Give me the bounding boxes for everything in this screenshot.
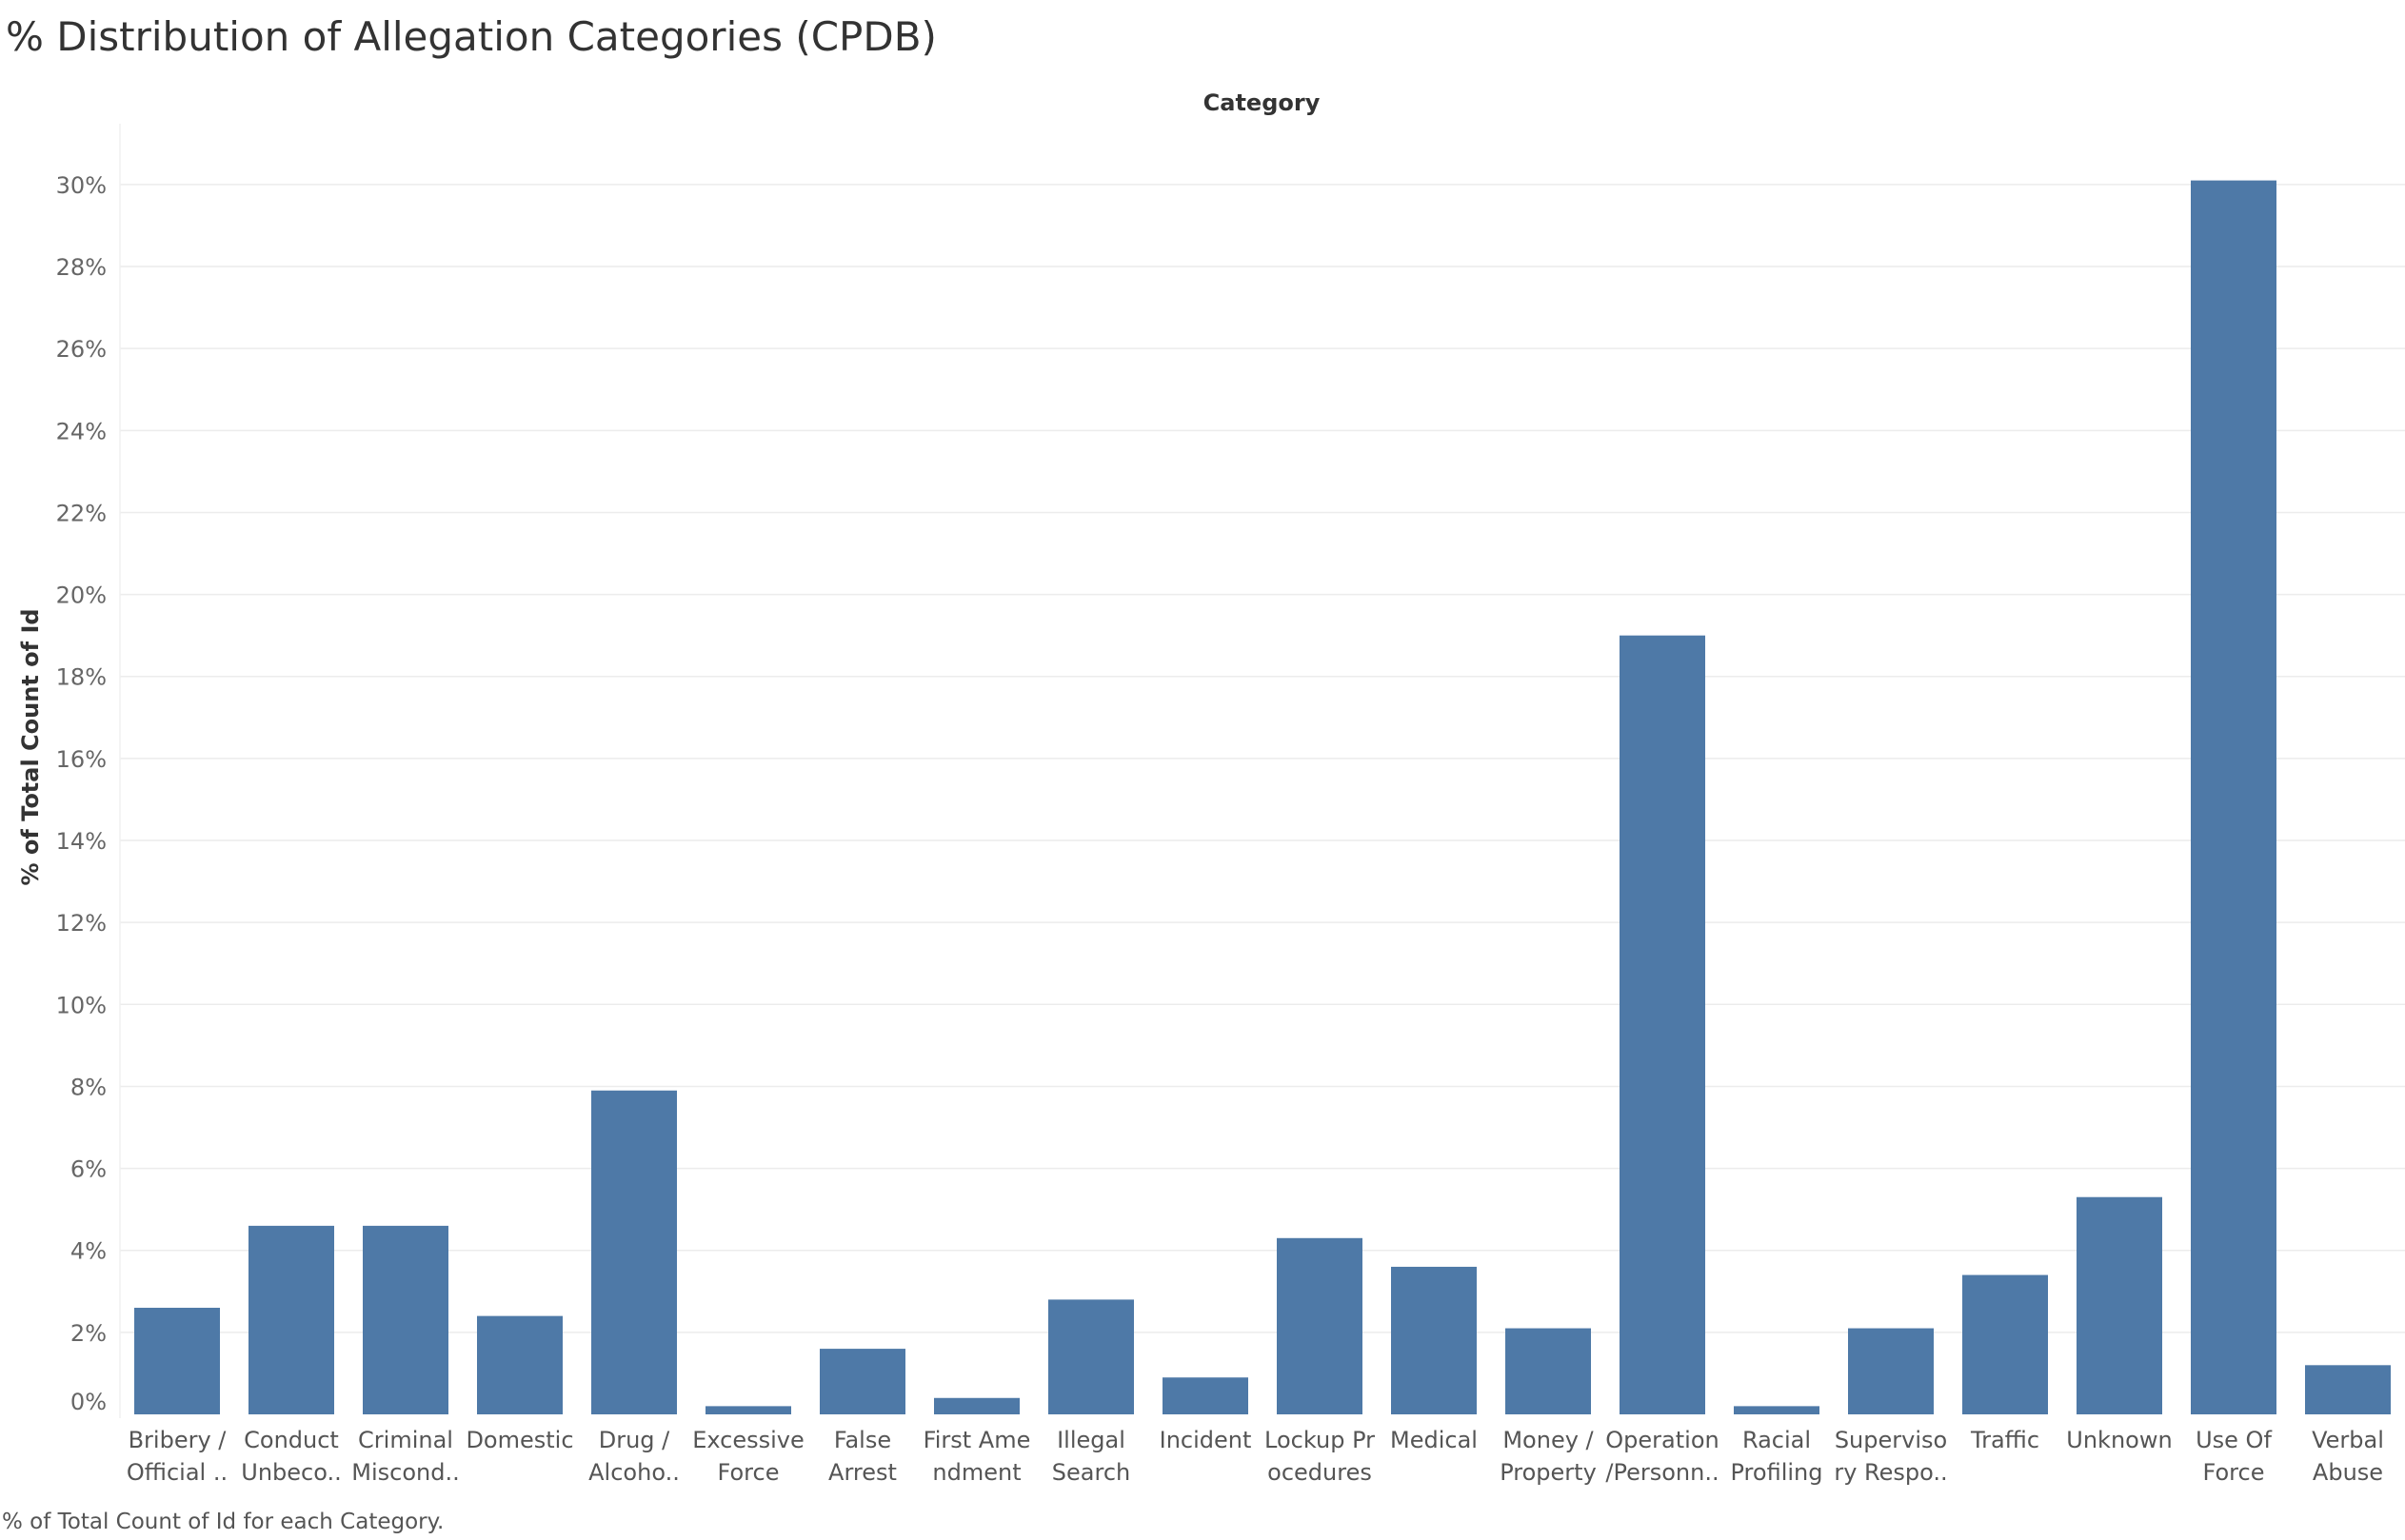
category-label: Incident <box>1160 1427 1252 1453</box>
bar[interactable] <box>1734 1406 1819 1414</box>
y-tick-label: 14% <box>56 828 107 855</box>
category-label: Bribery / <box>129 1427 228 1453</box>
y-tick-label: 26% <box>56 336 107 363</box>
category-label: Operation <box>1605 1427 1719 1453</box>
y-tick-label: 22% <box>56 500 107 526</box>
y-axis-title: % of Total Count of Id <box>17 608 44 885</box>
bar[interactable] <box>477 1315 563 1414</box>
category-label: Use Of <box>2196 1427 2272 1453</box>
category-label: ry Respo.. <box>1834 1459 1947 1486</box>
y-axis-ticks: 0% 2% 4% 6% 8% 10% 12% 14% 16% 18% 20% 22% 24% 26% 28%… <box>56 172 107 1415</box>
category-label: Superviso <box>1835 1427 1947 1453</box>
category-label: Unknown <box>2066 1427 2172 1453</box>
bar[interactable] <box>2191 180 2276 1414</box>
y-tick-label: 12% <box>56 910 107 937</box>
category-label: Racial <box>1742 1427 1811 1453</box>
category-label: False <box>834 1427 891 1453</box>
column-header: Category <box>1203 89 1321 116</box>
category-label: Medical <box>1390 1427 1478 1453</box>
category-label: Illegal <box>1057 1427 1125 1453</box>
bar[interactable] <box>2077 1196 2162 1414</box>
y-tick-label: 30% <box>56 172 107 199</box>
y-tick-label: 24% <box>56 418 107 444</box>
bar[interactable] <box>1163 1377 1248 1414</box>
category-label: Alcoho.. <box>588 1459 680 1486</box>
chart-title: % Distribution of Allegation Categories … <box>6 13 937 60</box>
bar[interactable] <box>706 1406 791 1414</box>
category-label: Force <box>718 1459 780 1486</box>
bar[interactable] <box>934 1397 1020 1414</box>
category-label: Domestic <box>466 1427 573 1453</box>
category-label: Force <box>2203 1459 2265 1486</box>
category-label: Lockup Pr <box>1264 1427 1375 1453</box>
category-label: Property <box>1500 1459 1597 1486</box>
bar[interactable] <box>591 1090 677 1414</box>
bar[interactable] <box>820 1349 905 1414</box>
category-label: Miscond.. <box>351 1459 459 1486</box>
category-label: Abuse <box>2313 1459 2383 1486</box>
bar[interactable] <box>134 1308 220 1414</box>
bar[interactable] <box>363 1225 448 1414</box>
y-tick-label: 28% <box>56 254 107 281</box>
category-label: Traffic <box>1970 1427 2039 1453</box>
bar[interactable] <box>1848 1328 1934 1414</box>
category-label: Official .. <box>127 1459 228 1486</box>
bar[interactable] <box>2305 1365 2391 1414</box>
category-label: /Personn.. <box>1605 1459 1719 1486</box>
category-label: Verbal <box>2312 1427 2384 1453</box>
y-tick-label: 10% <box>56 992 107 1018</box>
category-label: ndment <box>932 1459 1021 1486</box>
bar[interactable] <box>1391 1266 1477 1414</box>
bars <box>134 180 2391 1414</box>
bar[interactable] <box>1620 635 1705 1414</box>
bar[interactable] <box>1048 1299 1134 1414</box>
category-label: Conduct <box>244 1427 339 1453</box>
category-label: ocedures <box>1267 1459 1372 1486</box>
y-tick-label: 6% <box>70 1156 107 1183</box>
y-tick-label: 4% <box>70 1238 107 1265</box>
category-label: Criminal <box>358 1427 453 1453</box>
chart-caption: % of Total Count of Id for each Category… <box>2 1510 445 1534</box>
category-label: Arrest <box>828 1459 897 1486</box>
x-axis-categories: Bribery / Official .. Conduct Unbeco.. Crimi… <box>127 1427 2384 1486</box>
category-label: Search <box>1052 1459 1130 1486</box>
category-label: Unbeco.. <box>241 1459 342 1486</box>
y-tick-label: 8% <box>70 1074 107 1100</box>
y-tick-label: 16% <box>56 746 107 773</box>
category-label: Money / <box>1502 1427 1594 1453</box>
bar[interactable] <box>1505 1328 1591 1414</box>
bar[interactable] <box>1277 1237 1362 1414</box>
bar[interactable] <box>248 1225 334 1414</box>
gridlines <box>120 184 2405 1333</box>
y-tick-label: 0% <box>70 1389 107 1415</box>
category-label: First Ame <box>924 1427 1031 1453</box>
category-label: Drug / <box>599 1427 670 1453</box>
category-label: Profiling <box>1731 1459 1823 1486</box>
y-tick-label: 20% <box>56 582 107 609</box>
category-label: Excessive <box>692 1427 805 1453</box>
y-tick-label: 2% <box>70 1320 107 1347</box>
bar[interactable] <box>1962 1274 2048 1414</box>
y-tick-label: 18% <box>56 664 107 691</box>
